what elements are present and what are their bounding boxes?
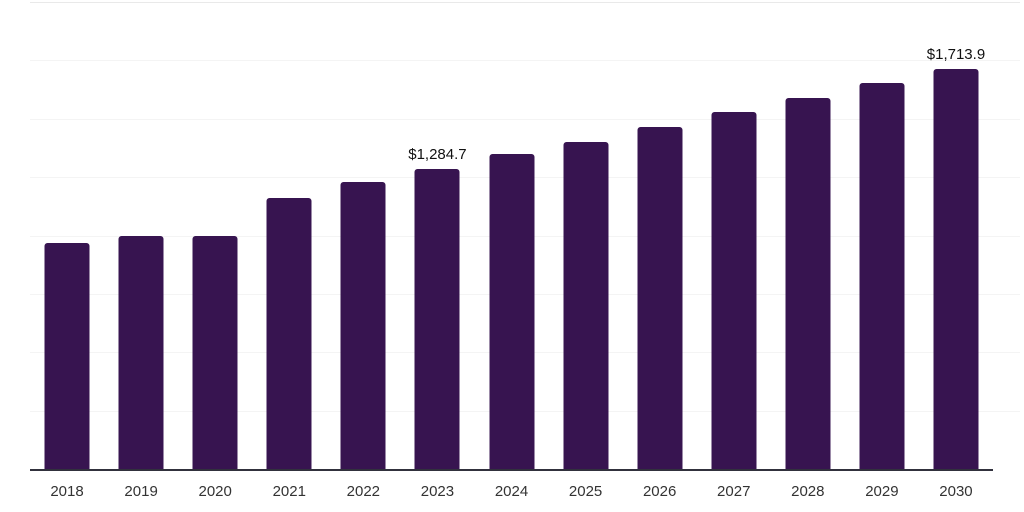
bar[interactable]	[489, 153, 534, 469]
x-axis-label: 2028	[791, 483, 825, 500]
bar[interactable]	[118, 235, 164, 469]
plot-area: $1,284.7 $1,713.9	[30, 0, 993, 469]
bar-slot	[549, 0, 623, 469]
bar-slot	[178, 0, 252, 469]
gridline	[30, 60, 1020, 62]
x-axis-label: 2019	[124, 483, 158, 500]
data-label: $1,713.9	[926, 45, 986, 63]
bar-slot: $1,284.7	[400, 0, 474, 469]
bar-slot	[474, 0, 548, 469]
bar-slot	[623, 0, 697, 469]
bar[interactable]	[266, 198, 312, 469]
gridline	[30, 118, 1020, 120]
x-axis-label: 2022	[346, 483, 381, 500]
bar-slot	[845, 0, 919, 469]
x-axis-label: 2030	[939, 483, 973, 500]
bar-slot	[104, 0, 178, 469]
bar-slot: $1,713.9	[919, 0, 993, 469]
x-axis-label: 2018	[50, 483, 84, 500]
x-axis-label: 2025	[568, 483, 603, 500]
x-axis-label: 2027	[717, 483, 751, 500]
bar-slot	[771, 0, 845, 469]
x-axis-labels: 2018 2019 2020 2021 2022 2023 2024 2025 2026 2027…	[30, 483, 993, 500]
bar-slot	[252, 0, 326, 469]
x-axis-label: 2021	[272, 483, 306, 500]
bar[interactable]	[563, 142, 609, 469]
bar[interactable]	[414, 169, 460, 469]
bar[interactable]	[933, 68, 979, 469]
bar[interactable]	[192, 235, 238, 469]
bar[interactable]	[44, 242, 90, 469]
bar-slot	[697, 0, 771, 469]
bar[interactable]	[785, 97, 831, 469]
x-axis-label: 2029	[865, 483, 899, 500]
x-axis-label: 2026	[642, 483, 677, 500]
bar[interactable]	[711, 111, 757, 469]
bar-slot	[30, 0, 104, 469]
x-axis-label: 2024	[494, 483, 529, 500]
bar[interactable]	[859, 82, 905, 469]
data-label: $1,284.7	[408, 146, 467, 164]
bar[interactable]	[637, 126, 683, 469]
bar[interactable]	[340, 181, 386, 469]
bar-slot	[326, 0, 400, 469]
x-axis-line	[30, 469, 993, 471]
x-axis-label: 2020	[198, 483, 232, 500]
gridline	[30, 2, 1020, 3]
x-axis-label: 2023	[420, 483, 455, 500]
